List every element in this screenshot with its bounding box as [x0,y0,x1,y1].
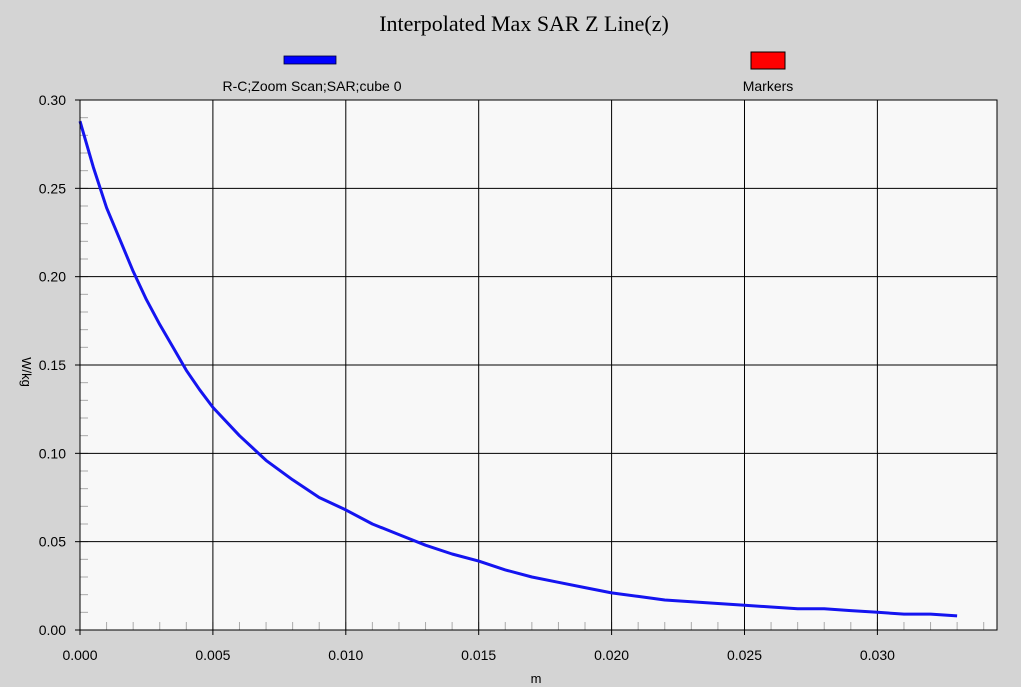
legend-markers-swatch [750,51,786,70]
legend-label-series: R-C;Zoom Scan;SAR;cube 0 [223,78,402,94]
x-tick-label: 0.025 [727,647,762,663]
x-axis-label: m [531,671,542,686]
legend-label-markers: Markers [743,78,794,94]
x-tick-label: 0.005 [195,647,230,663]
x-tick-label: 0.000 [62,647,97,663]
legend-line-swatch [283,55,337,65]
y-tick-label: 0.05 [39,534,66,550]
series-line [78,120,958,618]
y-tick-label: 0.15 [39,357,66,373]
legend: R-C;Zoom Scan;SAR;cube 0 Markers [223,51,794,94]
y-tick-label: 0.10 [39,445,66,461]
y-tick-label: 0.00 [39,622,66,638]
y-axis-label: W/kg [19,357,34,387]
y-axis: 0.00 0.05 0.10 0.15 0.20 0.25 0.30 [39,92,80,638]
series-layer [78,120,958,618]
y-tick-label: 0.25 [39,180,66,196]
x-tick-label: 0.010 [328,647,363,663]
y-tick-label: 0.30 [39,92,66,108]
x-axis: 0.000 0.005 0.010 0.015 0.020 0.025 0.030 [62,630,895,663]
chart-title: Interpolated Max SAR Z Line(z) [379,11,669,36]
x-tick-label: 0.030 [860,647,895,663]
y-tick-label: 0.20 [39,269,66,285]
x-tick-label: 0.020 [594,647,629,663]
x-tick-label: 0.015 [461,647,496,663]
